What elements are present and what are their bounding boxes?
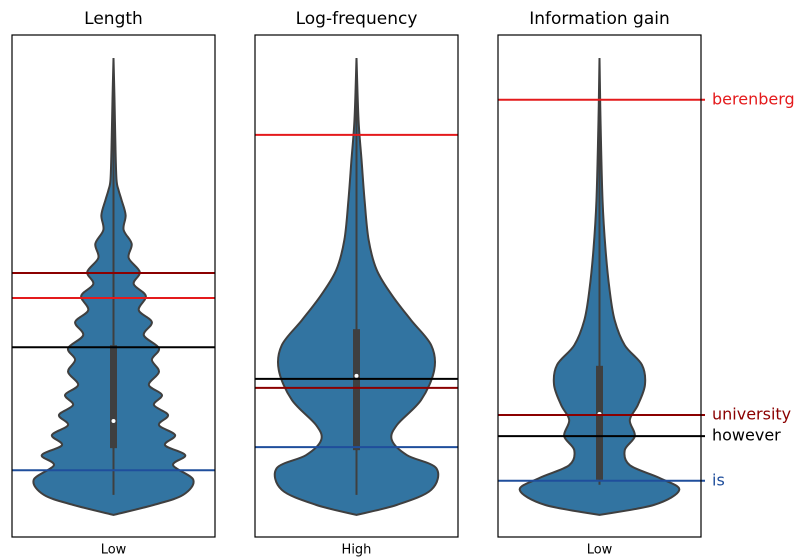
word-label: however: [712, 426, 781, 445]
median: [354, 373, 359, 378]
box: [353, 329, 360, 451]
x-label: Low: [101, 543, 127, 558]
x-label: High: [342, 543, 372, 558]
panel-title: Length: [84, 9, 143, 29]
panel-frame: [11, 34, 216, 538]
box: [596, 365, 603, 480]
word-label: university: [712, 405, 791, 424]
median: [111, 419, 116, 424]
word-label: is: [712, 470, 725, 489]
box: [110, 345, 117, 449]
panel-title: Information gain: [529, 9, 670, 29]
panel-frame: [254, 34, 459, 538]
x-label: Low: [587, 543, 613, 558]
panel-title: Log-frequency: [296, 9, 418, 29]
panel-frame: [497, 34, 702, 538]
word-label: berenberg: [712, 89, 795, 108]
